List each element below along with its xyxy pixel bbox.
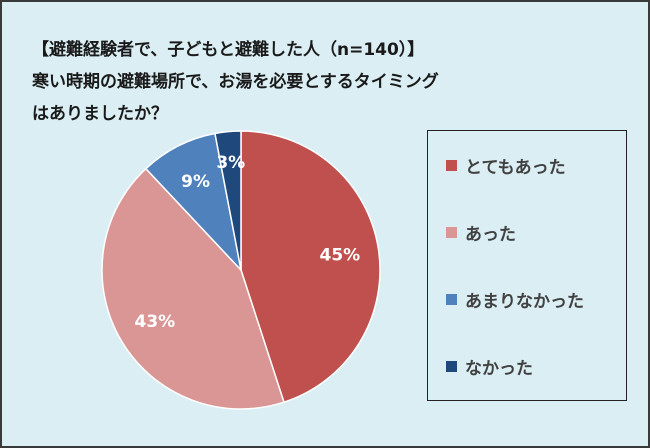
legend-swatch bbox=[446, 227, 457, 238]
chart-title-line-1: 【避難経験者で、子どもと避難した人（n=140）】 bbox=[32, 40, 425, 60]
legend-item: とてもあった bbox=[446, 153, 566, 178]
data-label: 9% bbox=[181, 172, 210, 192]
legend-label: とてもあった bbox=[465, 158, 566, 178]
data-label: 43% bbox=[135, 312, 176, 332]
legend-item: なかった bbox=[446, 354, 533, 379]
pie-slice bbox=[144, 132, 243, 273]
pie-slice bbox=[101, 167, 285, 410]
pie-slice bbox=[240, 130, 381, 404]
legend-item: あった bbox=[446, 220, 516, 245]
legend-swatch bbox=[446, 294, 457, 305]
legend-swatch bbox=[446, 160, 457, 171]
data-label: 45% bbox=[319, 245, 360, 265]
legend-label: あまりなかった bbox=[465, 292, 584, 312]
legend-label: なかった bbox=[465, 359, 533, 379]
data-label: 3% bbox=[216, 153, 245, 173]
legend: とてもあった あった あまりなかった なかった bbox=[427, 130, 627, 401]
legend-swatch bbox=[446, 361, 457, 372]
pie-slice bbox=[214, 130, 242, 271]
legend-item: あまりなかった bbox=[446, 287, 584, 312]
chart-title-line-3: はありましたか？ bbox=[32, 104, 168, 124]
chart-title-line-2: 寒い時期の避難場所で、お湯を必要とするタイミング bbox=[32, 72, 439, 92]
legend-label: あった bbox=[465, 225, 516, 245]
